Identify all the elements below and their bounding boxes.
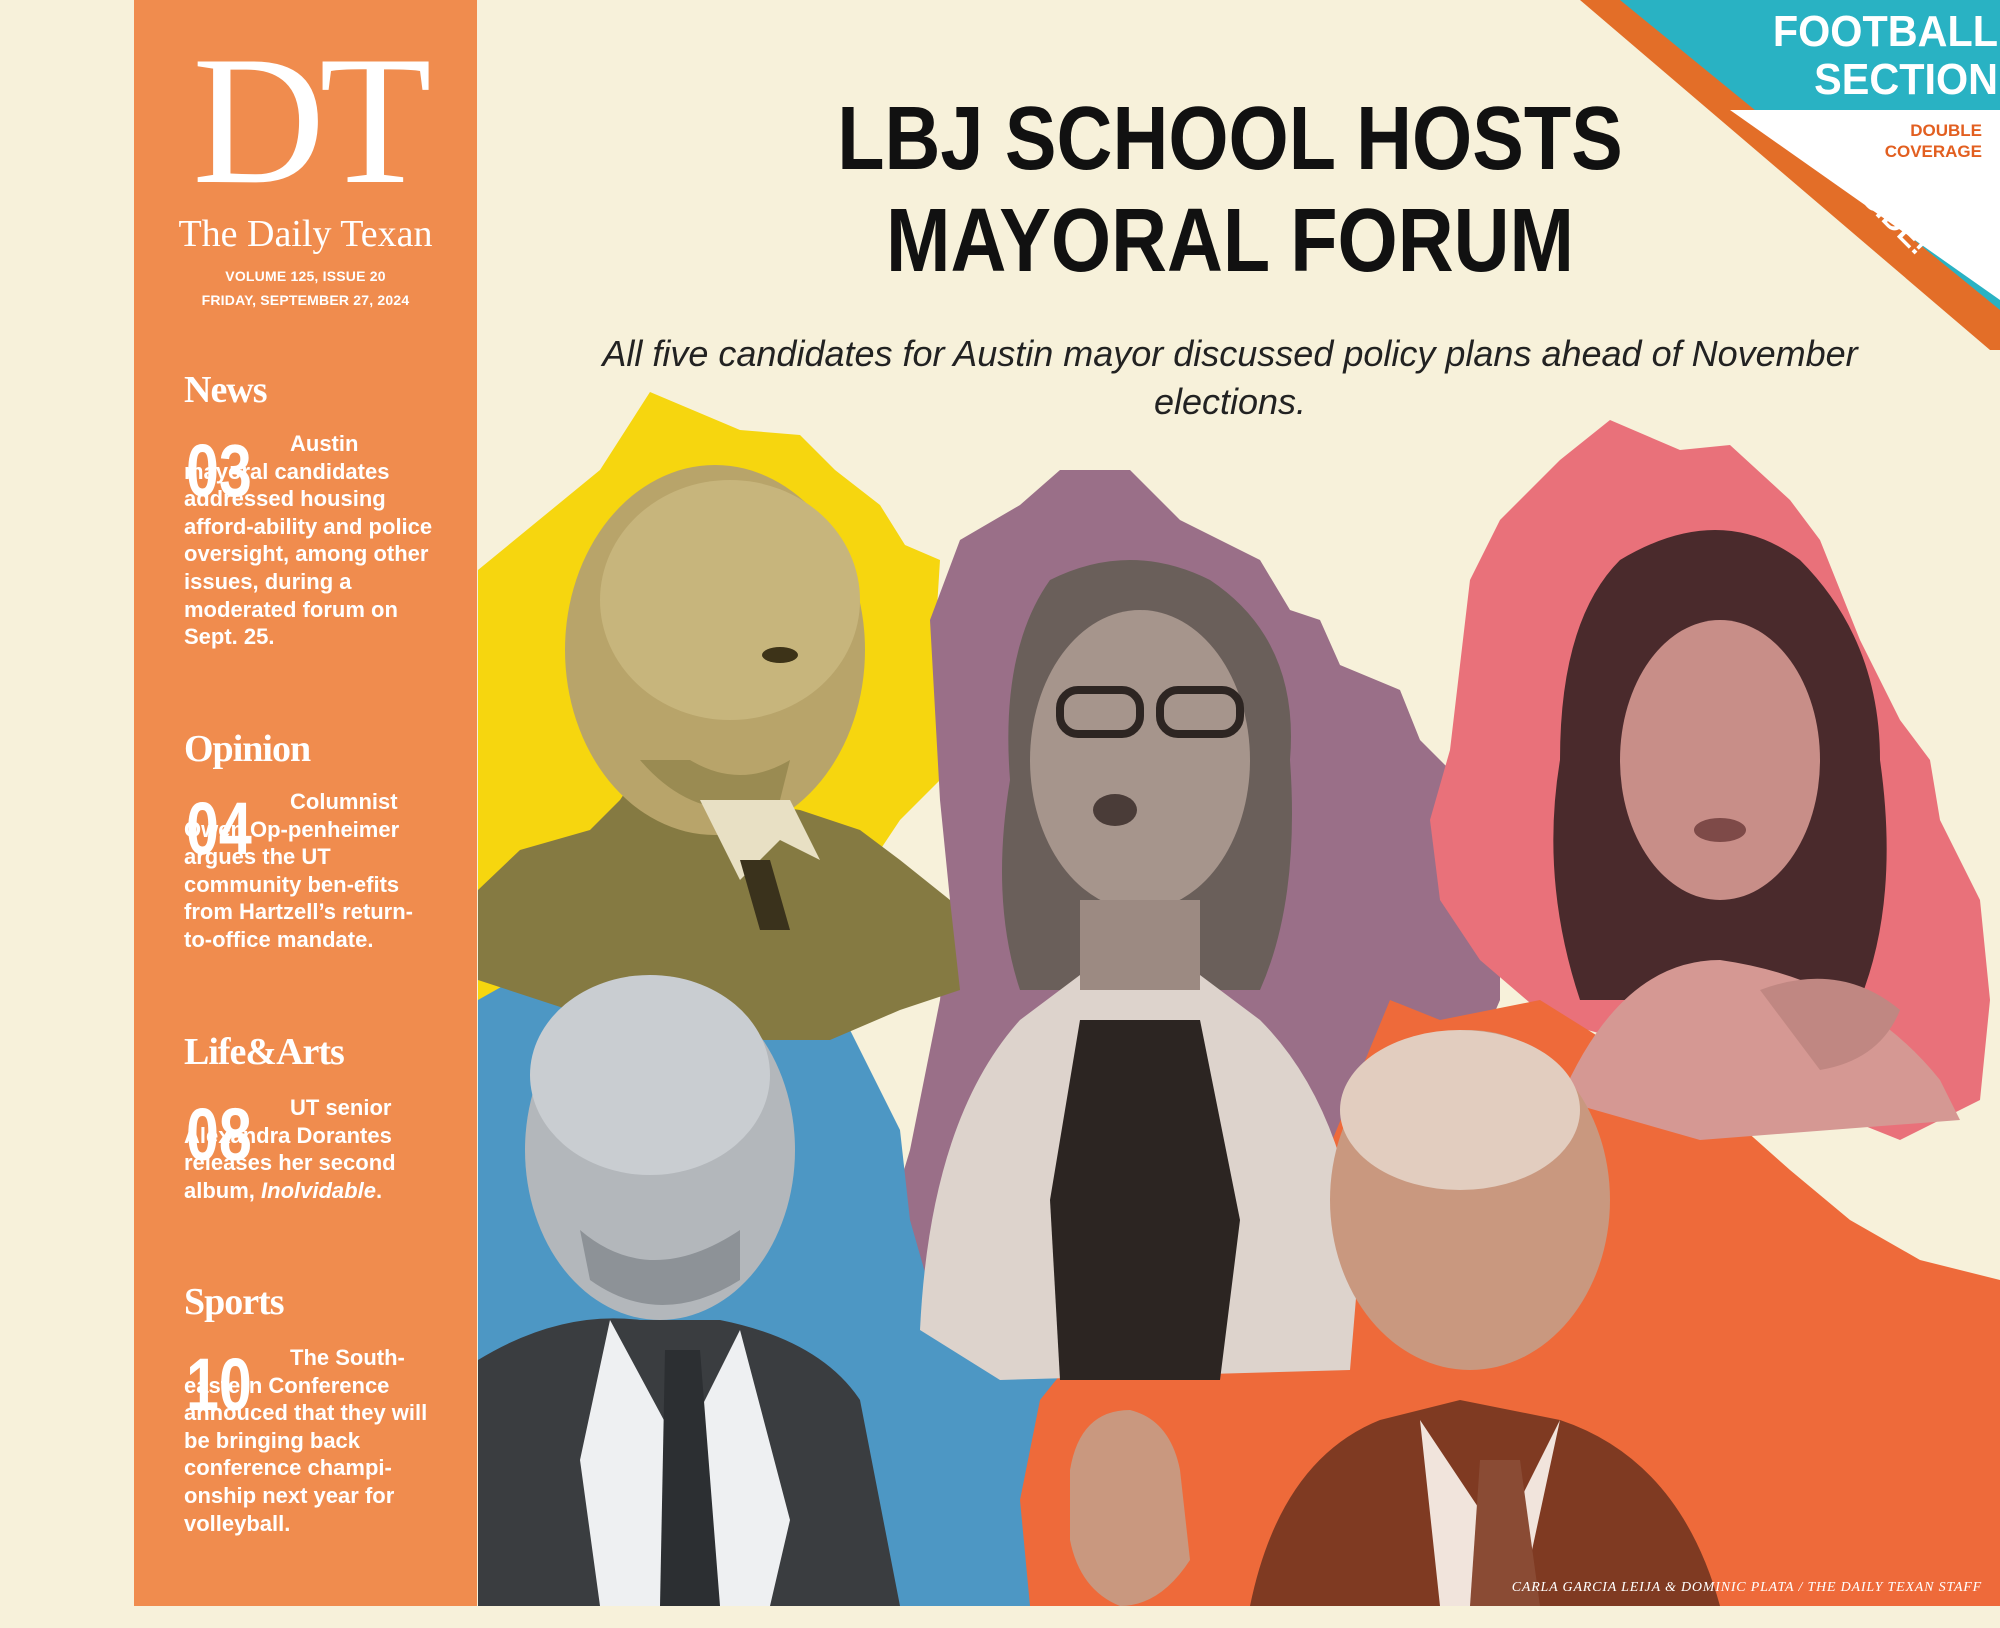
section-teaser-lifearts: UT senior Alexandra Dorantes releases he… <box>184 1094 434 1204</box>
issue-date: FRIDAY, SEPTEMBER 27, 2024 <box>201 292 410 308</box>
section-heading-opinion[interactable]: Opinion <box>184 728 311 770</box>
portrait-man-suit-orange-icon <box>1070 1030 1720 1606</box>
paper-name: The Daily Texan <box>178 213 433 255</box>
corner-badge <box>1580 0 2000 350</box>
volume-issue: VOLUME 125, ISSUE 20 <box>225 268 386 284</box>
section-teaser-sports: The South-eastern Conference annouced th… <box>184 1345 428 1536</box>
portrait-woman-dark-hair-icon <box>1553 530 1960 1140</box>
lifearts-text-after: . <box>375 1177 383 1203</box>
badge-subtitle: DOUBLE COVERAGE <box>1840 120 1982 162</box>
headline-line1: LBJ SCHOOL HOSTS <box>837 89 1623 189</box>
section-heading-sports[interactable]: Sports <box>184 1281 285 1323</box>
portrait-woman-glasses-icon <box>920 560 1360 1380</box>
section-page-lifearts[interactable]: 08 <box>186 1093 252 1176</box>
portrait-sepia-man-icon <box>478 465 960 1040</box>
masthead-logo: DT <box>192 18 431 222</box>
badge-title[interactable]: FOOTBALL SECTION <box>1737 8 1998 104</box>
badge-white-panel <box>1730 110 2000 300</box>
section-heading-news[interactable]: News <box>184 369 268 411</box>
lifearts-text-before: UT senior Alexandra Dorantes releases he… <box>184 1095 396 1203</box>
section-teaser-opinion: Columnist Owen Op-penheimer argues the U… <box>184 789 414 952</box>
sidebar: DT The Daily Texan VOLUME 125, ISSUE 20 … <box>134 0 477 1606</box>
badge-title-line1: FOOTBALL <box>1772 7 1998 56</box>
section-page-news[interactable]: 03 <box>186 429 252 512</box>
badge-title-line2: SECTION <box>1814 55 1998 104</box>
badge-sub-line1: DOUBLE <box>1910 121 1982 140</box>
portrait-man-gray-icon <box>478 975 900 1606</box>
section-page-sports[interactable]: 10 <box>186 1343 252 1426</box>
badge-sub-line2: COVERAGE <box>1884 142 1982 161</box>
album-title: Inolvidable <box>261 1177 376 1203</box>
photo-credit: CARLA GARCIA LEIJA & DOMINIC PLATA / THE… <box>1511 1580 1982 1595</box>
main-headline[interactable]: LBJ SCHOOL HOSTS MAYORAL FORUM <box>779 88 1682 292</box>
section-page-opinion[interactable]: 04 <box>186 787 252 870</box>
section-teaser-news: Austin mayoral candidates addressed hous… <box>184 431 433 650</box>
section-heading-lifearts[interactable]: Life&Arts <box>184 1031 345 1073</box>
subheadline: All five candidates for Austin mayor dis… <box>602 333 1858 422</box>
headline-line2: MAYORAL FORUM <box>885 191 1575 291</box>
